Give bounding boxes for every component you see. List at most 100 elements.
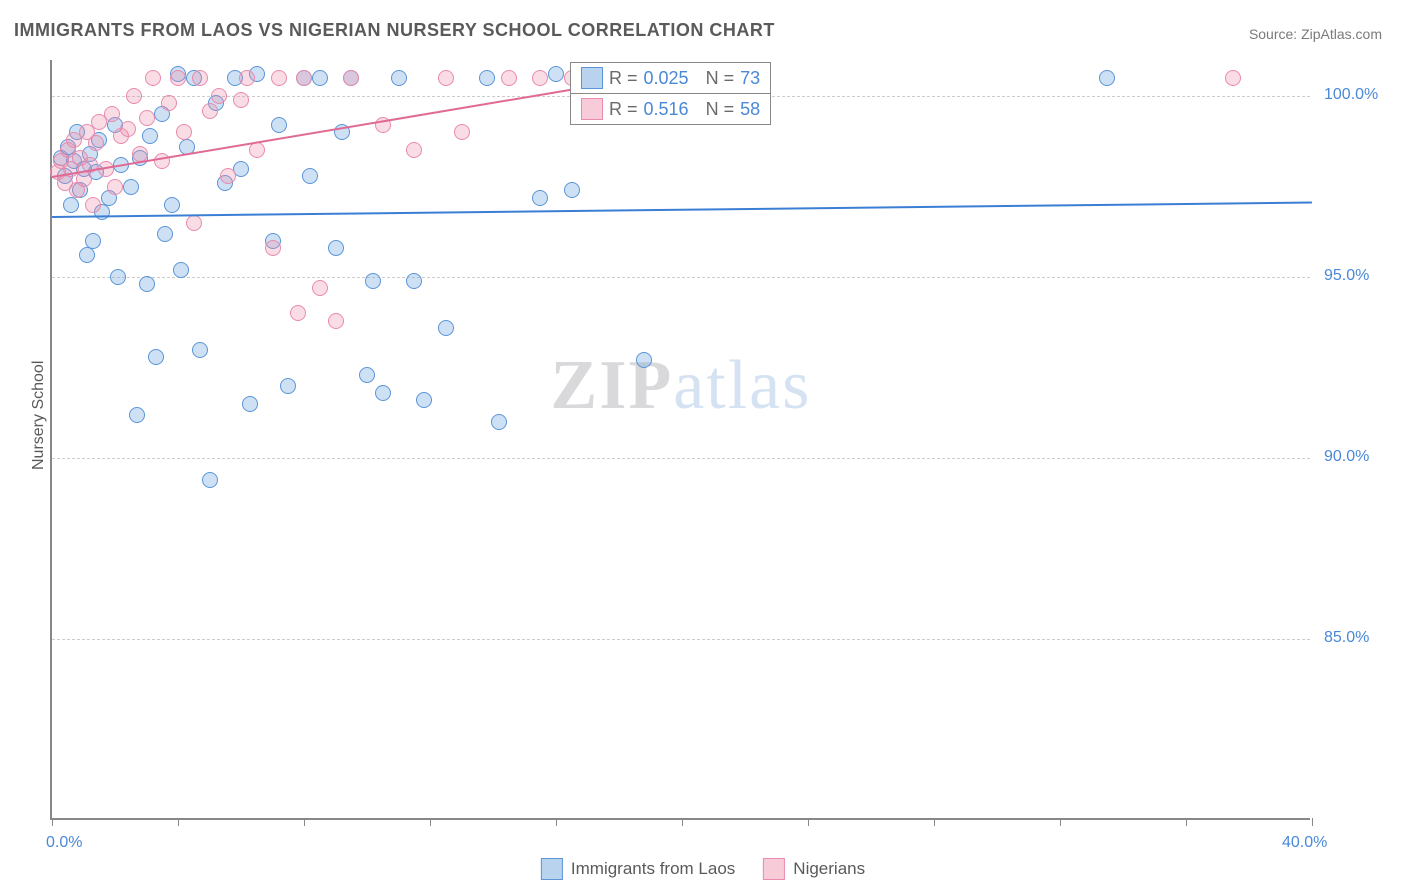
scatter-point [302,168,318,184]
n-value-blue: 73 [740,68,760,89]
xtick [556,818,557,826]
scatter-point [359,367,375,383]
scatter-point [176,124,192,140]
series-legend: Immigrants from Laos Nigerians [541,858,865,880]
scatter-point [328,313,344,329]
scatter-point [233,92,249,108]
xtick [1060,818,1061,826]
source-label: Source: ZipAtlas.com [1249,26,1382,42]
scatter-point [312,280,328,296]
watermark-atlas: atlas [673,347,811,424]
scatter-point [142,128,158,144]
xtick [808,818,809,826]
scatter-point [280,378,296,394]
scatter-point [564,182,580,198]
scatter-point [110,269,126,285]
scatter-point [1099,70,1115,86]
scatter-point [161,95,177,111]
scatter-point [548,66,564,82]
scatter-point [249,142,265,158]
scatter-point [501,70,517,86]
legend-label-laos: Immigrants from Laos [571,859,735,879]
scatter-point [139,110,155,126]
scatter-point [63,197,79,213]
scatter-point [271,70,287,86]
scatter-point [173,262,189,278]
gridline [52,277,1310,278]
scatter-point [391,70,407,86]
scatter-point [107,179,123,195]
scatter-point [104,106,120,122]
scatter-point [157,226,173,242]
scatter-point [220,168,236,184]
scatter-point [123,179,139,195]
xtick [1186,818,1187,826]
scatter-point [636,352,652,368]
scatter-point [328,240,344,256]
scatter-point [145,70,161,86]
scatter-point [192,70,208,86]
scatter-point [532,190,548,206]
scatter-point [88,135,104,151]
y-axis-label: Nursery School [30,361,48,470]
scatter-point [79,247,95,263]
legend-label-nigerians: Nigerians [793,859,865,879]
chart-title: IMMIGRANTS FROM LAOS VS NIGERIAN NURSERY… [14,20,775,41]
xtick [1312,818,1313,826]
scatter-point [1225,70,1241,86]
watermark-zip: ZIP [551,347,674,424]
ytick-label: 85.0% [1324,629,1369,647]
ytick-label: 90.0% [1324,448,1369,466]
legend-row-blue: R = 0.025 N = 73 [571,63,770,93]
scatter-point [406,142,422,158]
scatter-point [148,349,164,365]
xtick [304,818,305,826]
scatter-point [438,70,454,86]
scatter-point [242,396,258,412]
scatter-point [365,273,381,289]
trend-line [52,201,1312,217]
source-prefix: Source: [1249,26,1301,42]
scatter-point [129,407,145,423]
scatter-point [202,103,218,119]
legend-item-nigerians: Nigerians [763,858,865,880]
source-value: ZipAtlas.com [1301,26,1382,42]
xtick [682,818,683,826]
scatter-point [406,273,422,289]
xtick-label: 0.0% [46,834,82,852]
legend-row-pink: R = 0.516 N = 58 [571,93,770,124]
scatter-point [491,414,507,430]
scatter-point [120,121,136,137]
scatter-point [202,472,218,488]
scatter-point [290,305,306,321]
scatter-point [85,233,101,249]
xtick-label: 40.0% [1282,834,1327,852]
n-label: N = [706,99,735,120]
gridline [52,639,1310,640]
swatch-pink-icon [581,98,603,120]
scatter-point [85,197,101,213]
scatter-point [438,320,454,336]
r-label: R = [609,99,638,120]
r-value-pink: 0.516 [644,99,689,120]
xtick [934,818,935,826]
scatter-point [192,342,208,358]
scatter-point [170,70,186,86]
correlation-legend: R = 0.025 N = 73 R = 0.516 N = 58 [570,62,771,125]
ytick-label: 95.0% [1324,267,1369,285]
plot-area: ZIPatlas [50,60,1310,820]
scatter-point [375,385,391,401]
scatter-point [126,88,142,104]
r-value-blue: 0.025 [644,68,689,89]
scatter-point [296,70,312,86]
n-label: N = [706,68,735,89]
scatter-point [479,70,495,86]
scatter-point [312,70,328,86]
swatch-pink-icon [763,858,785,880]
swatch-blue-icon [541,858,563,880]
scatter-point [271,117,287,133]
scatter-point [532,70,548,86]
scatter-point [211,88,227,104]
scatter-point [343,70,359,86]
scatter-point [416,392,432,408]
